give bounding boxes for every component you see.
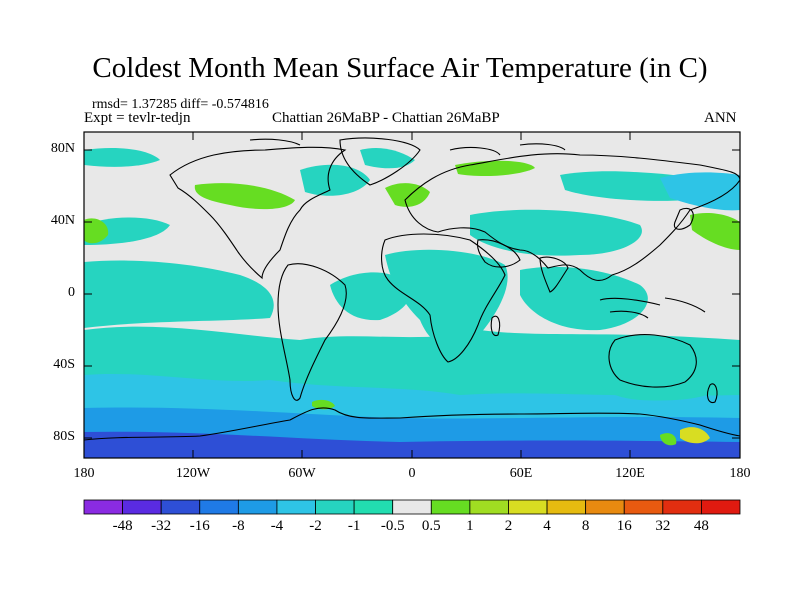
colorbar-label: -8 — [232, 518, 245, 534]
colorbar-swatch — [160, 499, 201, 515]
anomaly-east-asia-blue — [660, 172, 740, 211]
anomaly-ross-yellow — [680, 427, 710, 444]
coast-north-america — [169, 146, 347, 280]
colorbar-swatch — [122, 499, 162, 515]
colorbar-label: 1 — [466, 518, 474, 534]
coast-africa — [381, 233, 506, 363]
colorbar-label: 0.5 — [421, 518, 441, 534]
season-label: ANN — [704, 110, 737, 126]
colorbar-label: -1 — [347, 518, 361, 534]
coast-south-america — [277, 263, 347, 401]
colorbar-swatch — [353, 499, 394, 515]
lon-label-60w: 60W — [288, 466, 316, 481]
period-line: Chattian 26MaBP - Chattian 26MaBP — [272, 110, 500, 126]
anomaly-north-america — [300, 164, 370, 196]
colorbar-label: -32 — [151, 518, 172, 534]
anomaly-north-pacific — [84, 217, 170, 245]
colorbar-swatch — [469, 499, 509, 515]
lat-label-0: 0 — [68, 285, 75, 300]
coast-australia — [608, 334, 697, 388]
colorbar-swatch — [237, 499, 278, 515]
anomaly-pacific-east-green — [690, 212, 740, 250]
colorbar-swatch — [315, 499, 355, 515]
anomaly-arctic-pacific — [84, 148, 160, 167]
lat-label-80n: 80N — [50, 141, 75, 156]
colorbar — [83, 499, 741, 515]
coast-new-zealand — [706, 383, 718, 404]
lon-ticks — [192, 132, 631, 458]
colorbar-label: 16 — [616, 518, 632, 534]
colorbar-swatch — [585, 499, 625, 515]
anomaly-north-atlantic — [360, 148, 415, 169]
colorbar-label: -0.5 — [380, 518, 405, 534]
stats-line: rmsd= 1.37285 diff= -0.574816 — [92, 97, 269, 112]
colorbar-swatch — [546, 499, 587, 515]
colorbar-swatch — [430, 499, 471, 515]
coast-japan — [673, 207, 694, 230]
lon-label-60e: 60E — [509, 466, 533, 481]
anomaly-asia — [470, 209, 642, 256]
anomaly-ross-green — [660, 433, 677, 446]
colorbar-label: 32 — [655, 518, 671, 534]
colorbar-swatch — [276, 499, 316, 515]
coast-india — [539, 256, 569, 293]
colorbar-label: 48 — [693, 518, 709, 534]
colorbar-swatch — [83, 499, 123, 515]
coast-arctic-islands — [249, 138, 566, 156]
colorbar-swatch — [508, 499, 548, 515]
coast-arabia — [476, 239, 521, 268]
coast-antarctica — [84, 407, 740, 441]
lon-label-0: 0 — [408, 466, 416, 481]
colorbar-swatch — [701, 499, 741, 515]
lon-label-120w: 120W — [175, 466, 211, 481]
anomaly-africa — [385, 249, 508, 349]
colorbar-label: -2 — [309, 518, 322, 534]
coast-indonesia — [599, 297, 706, 319]
lat-label-80s: 80S — [53, 429, 75, 444]
anomaly-canada-green — [194, 183, 295, 210]
anomaly-scandinavia-green — [385, 183, 430, 207]
anomaly-antarctic-deep — [84, 431, 740, 458]
anomaly-indian-ocean — [520, 266, 648, 331]
colorbar-label: 2 — [504, 518, 513, 534]
map-title: Coldest Month Mean Surface Air Temperatu… — [92, 52, 708, 84]
anomaly-pacific-green — [84, 218, 109, 244]
colorbar-label: -4 — [270, 518, 284, 534]
coast-madagascar — [490, 315, 501, 337]
lon-label-180e: 180 — [729, 466, 751, 481]
lon-label-120e: 120E — [615, 466, 645, 481]
anomaly-tropical-atlantic — [330, 272, 411, 321]
colorbar-swatch — [662, 499, 702, 515]
lon-label-180w: 180 — [73, 466, 95, 481]
experiment-line: Expt = tevlr-tedjn — [84, 110, 191, 126]
lat-label-40s: 40S — [53, 357, 75, 372]
anomaly-australia-south — [600, 375, 720, 401]
colorbar-label: 4 — [543, 518, 551, 534]
coastlines — [84, 137, 740, 441]
anomaly-tropical-pacific — [84, 260, 274, 328]
colorbar-label: -48 — [112, 518, 133, 534]
anomaly-antarctic-peninsula-green — [312, 399, 335, 410]
colorbar-swatch — [392, 499, 432, 515]
colorbar-label: 8 — [581, 518, 590, 534]
coast-eurasia — [404, 153, 740, 281]
coast-greenland — [339, 137, 421, 186]
colorbar-swatch — [623, 499, 664, 515]
colorbar-swatch — [199, 499, 239, 515]
colorbar-label: -16 — [189, 518, 210, 534]
lat-label-40n: 40N — [50, 213, 75, 228]
lat-ticks — [84, 149, 740, 439]
